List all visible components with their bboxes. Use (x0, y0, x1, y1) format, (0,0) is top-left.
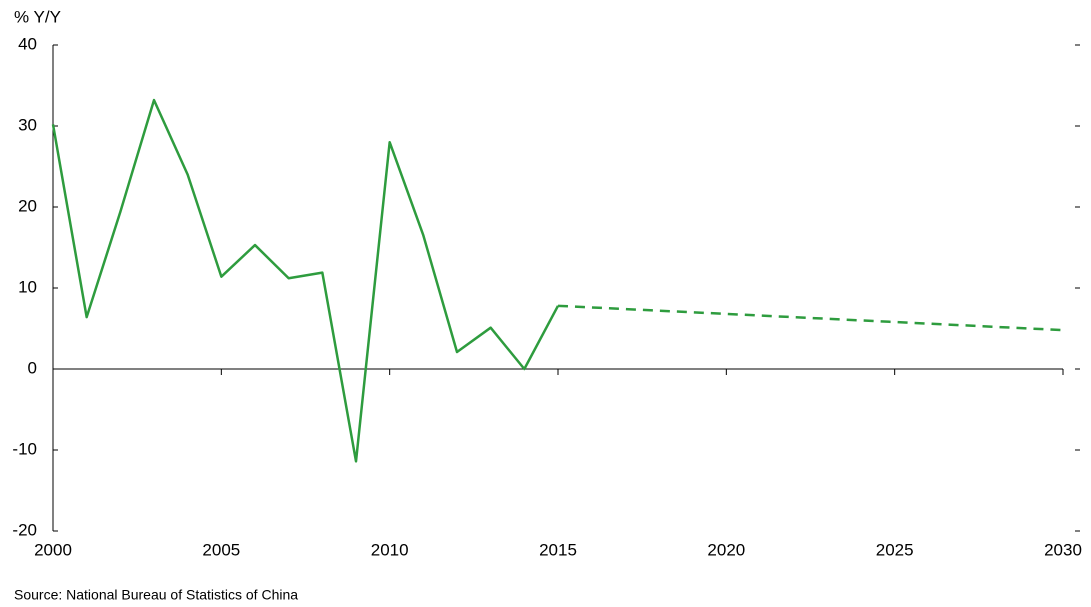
x-tick-label: 2015 (539, 540, 577, 559)
x-tick-label: 2020 (707, 540, 745, 559)
x-tick-label: 2030 (1044, 540, 1082, 559)
x-tick-label: 2005 (202, 540, 240, 559)
x-tick-label: 2000 (34, 540, 72, 559)
x-tick-label: 2010 (371, 540, 409, 559)
y-tick-label: 40 (18, 34, 37, 53)
y-tick-label: -10 (12, 439, 37, 458)
y-tick-label: -20 (12, 520, 37, 539)
y-tick-label: 0 (28, 358, 37, 377)
data-line (51, 98, 560, 463)
y-tick-label: 20 (18, 196, 37, 215)
x-tick-label: 2025 (876, 540, 914, 559)
data-line (557, 304, 1064, 332)
y-axis-label: % Y/Y (14, 7, 61, 26)
y-tick-label: 10 (18, 277, 37, 296)
source-note: Source: National Bureau of Statistics of… (14, 587, 298, 603)
y-tick-label: 30 (18, 115, 37, 134)
